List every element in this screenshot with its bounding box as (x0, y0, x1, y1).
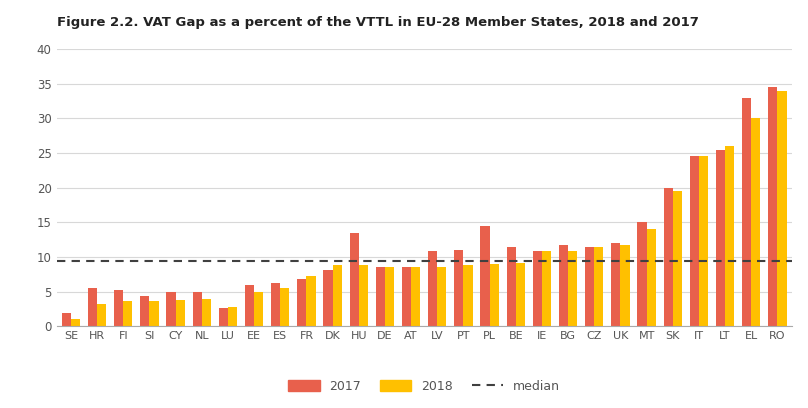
Bar (542, 251, 551, 326)
Bar (411, 268, 420, 326)
Bar (585, 246, 594, 326)
Bar (690, 156, 699, 326)
Bar (516, 263, 525, 326)
Bar (777, 91, 787, 326)
Bar (166, 292, 175, 326)
Bar (149, 301, 158, 326)
Bar (97, 304, 107, 326)
Bar (350, 233, 359, 326)
Bar (192, 292, 202, 326)
Bar (454, 250, 464, 326)
Bar (621, 244, 629, 326)
Bar (742, 98, 751, 326)
Bar (559, 244, 568, 326)
Bar (376, 268, 385, 326)
Bar (646, 229, 656, 326)
Bar (402, 268, 411, 326)
Bar (255, 292, 263, 326)
Bar (202, 299, 211, 326)
Bar (768, 87, 777, 326)
Bar (306, 277, 316, 326)
Bar (638, 222, 646, 326)
Bar (594, 246, 604, 326)
Bar (359, 265, 368, 326)
Bar (568, 251, 577, 326)
Bar (481, 226, 490, 326)
Bar (219, 308, 228, 326)
Bar (428, 251, 437, 326)
Bar (437, 268, 447, 326)
Bar (175, 300, 185, 326)
Bar (385, 268, 394, 326)
Bar (280, 288, 289, 326)
Bar (490, 264, 499, 326)
Bar (333, 265, 342, 326)
Bar (88, 288, 97, 326)
Bar (612, 243, 621, 326)
Bar (507, 246, 516, 326)
Bar (141, 296, 149, 326)
Bar (228, 307, 237, 326)
Bar (716, 149, 725, 326)
Bar (124, 302, 133, 326)
Bar (532, 251, 542, 326)
Bar (271, 283, 280, 326)
Legend: 2017, 2018, median: 2017, 2018, median (284, 375, 565, 398)
Bar (725, 146, 734, 326)
Bar (751, 118, 760, 326)
Bar (699, 156, 708, 326)
Bar (323, 270, 333, 326)
Bar (61, 313, 71, 326)
Bar (245, 285, 255, 326)
Text: Figure 2.2. VAT Gap as a percent of the VTTL in EU-28 Member States, 2018 and 20: Figure 2.2. VAT Gap as a percent of the … (57, 16, 698, 29)
Bar (114, 290, 124, 326)
Bar (663, 188, 673, 326)
Bar (464, 265, 473, 326)
Bar (297, 279, 306, 326)
Bar (673, 191, 682, 326)
Bar (71, 319, 80, 326)
